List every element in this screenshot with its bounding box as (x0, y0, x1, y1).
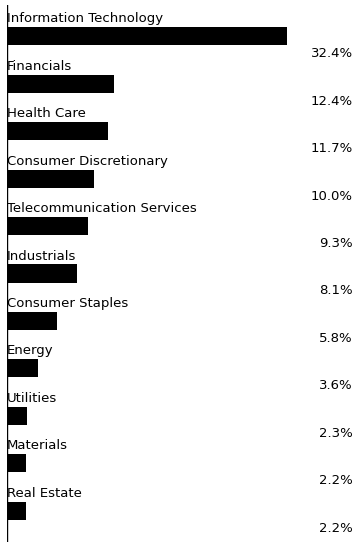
Bar (7, 265, 77, 282)
Text: 12.4%: 12.4% (311, 95, 353, 108)
Bar (7, 217, 87, 235)
Text: Consumer Staples: Consumer Staples (7, 297, 129, 310)
Text: 10.0%: 10.0% (311, 189, 353, 202)
Bar (7, 170, 94, 188)
Bar (7, 454, 26, 472)
Text: 2.2%: 2.2% (319, 522, 353, 534)
Text: Consumer Discretionary: Consumer Discretionary (7, 155, 168, 168)
Bar (7, 359, 38, 377)
Text: Information Technology: Information Technology (7, 13, 163, 25)
Text: 2.2%: 2.2% (319, 474, 353, 487)
Text: Telecommunication Services: Telecommunication Services (7, 202, 197, 215)
Text: 5.8%: 5.8% (319, 332, 353, 345)
Text: 3.6%: 3.6% (319, 379, 353, 392)
Text: 8.1%: 8.1% (319, 284, 353, 298)
Bar (7, 122, 108, 140)
Text: Energy: Energy (7, 345, 54, 358)
Bar (7, 312, 57, 330)
Text: Materials: Materials (7, 439, 68, 452)
Text: 32.4%: 32.4% (311, 47, 353, 60)
Text: Utilities: Utilities (7, 392, 58, 405)
Bar (7, 502, 26, 520)
Bar (7, 27, 287, 45)
Text: Industrials: Industrials (7, 249, 77, 263)
Text: 9.3%: 9.3% (319, 237, 353, 250)
Text: 11.7%: 11.7% (311, 142, 353, 155)
Text: Financials: Financials (7, 60, 72, 73)
Text: Health Care: Health Care (7, 107, 86, 120)
Text: Real Estate: Real Estate (7, 487, 82, 500)
Text: 2.3%: 2.3% (319, 427, 353, 440)
Bar (7, 75, 114, 93)
Bar (7, 407, 27, 425)
